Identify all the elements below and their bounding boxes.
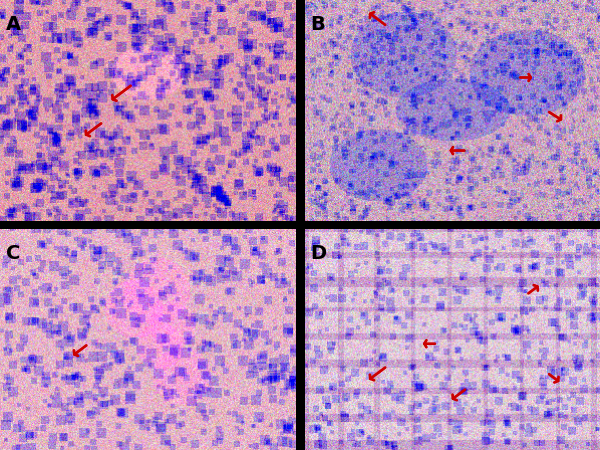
Text: C: C	[6, 244, 20, 263]
Text: A: A	[6, 15, 21, 35]
Text: B: B	[311, 15, 325, 35]
Text: D: D	[311, 244, 327, 263]
